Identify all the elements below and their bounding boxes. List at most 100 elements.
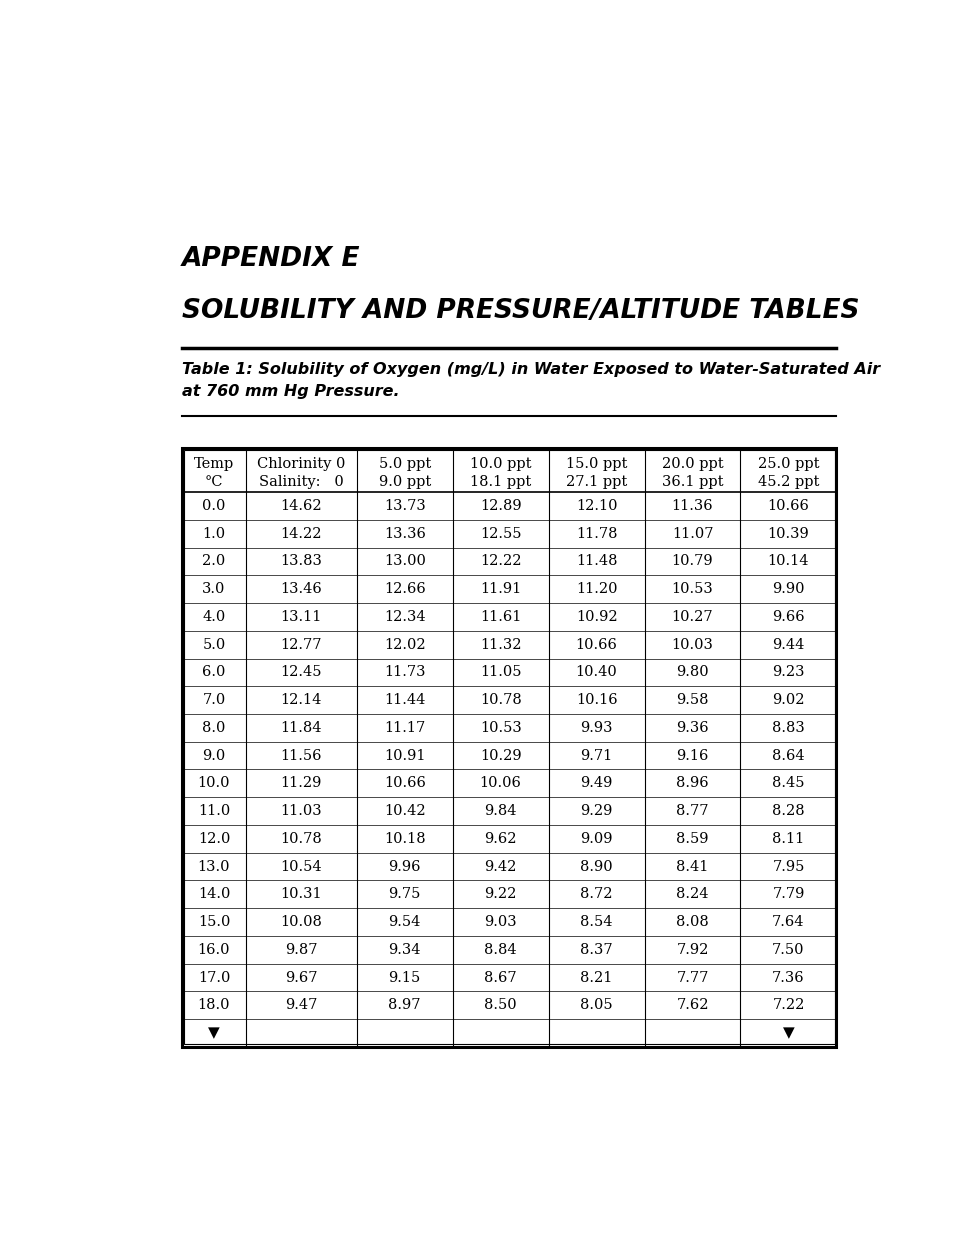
Text: 10.14: 10.14	[767, 555, 808, 568]
Text: 9.93: 9.93	[579, 721, 612, 735]
Text: 9.96: 9.96	[388, 860, 420, 873]
Text: 9.29: 9.29	[579, 804, 612, 818]
Text: 10.66: 10.66	[575, 637, 617, 652]
Text: 9.15: 9.15	[388, 971, 420, 984]
Text: 20.0 ppt: 20.0 ppt	[661, 457, 722, 472]
Text: 36.1 ppt: 36.1 ppt	[661, 475, 722, 489]
Text: 12.34: 12.34	[383, 610, 425, 624]
Text: 7.36: 7.36	[771, 971, 804, 984]
Text: 9.0: 9.0	[202, 748, 225, 763]
Text: 11.48: 11.48	[576, 555, 617, 568]
Text: 9.03: 9.03	[484, 915, 517, 929]
Text: 13.0: 13.0	[197, 860, 230, 873]
Text: 8.21: 8.21	[579, 971, 612, 984]
Text: 8.37: 8.37	[579, 942, 612, 957]
Text: 7.64: 7.64	[771, 915, 804, 929]
Text: 9.09: 9.09	[579, 832, 612, 846]
Text: 11.20: 11.20	[576, 582, 617, 597]
Text: 14.62: 14.62	[280, 499, 322, 513]
Text: Table 1: Solubility of Oxygen (mg/L) in Water Exposed to Water-Saturated Air
at : Table 1: Solubility of Oxygen (mg/L) in …	[182, 362, 880, 399]
Text: 9.44: 9.44	[772, 637, 803, 652]
Text: 8.11: 8.11	[772, 832, 803, 846]
Text: 8.59: 8.59	[676, 832, 708, 846]
Text: 10.78: 10.78	[479, 693, 521, 708]
Text: 10.66: 10.66	[767, 499, 808, 513]
Text: 11.17: 11.17	[384, 721, 425, 735]
Text: 11.61: 11.61	[479, 610, 520, 624]
Text: 18.1 ppt: 18.1 ppt	[470, 475, 531, 489]
Text: 8.90: 8.90	[579, 860, 612, 873]
Text: 11.0: 11.0	[197, 804, 230, 818]
Text: 13.83: 13.83	[280, 555, 322, 568]
Text: 10.78: 10.78	[280, 832, 322, 846]
Text: 8.08: 8.08	[676, 915, 708, 929]
Text: 11.78: 11.78	[576, 527, 617, 541]
Text: 8.24: 8.24	[676, 887, 708, 902]
Text: 10.0: 10.0	[197, 777, 230, 790]
Text: 11.44: 11.44	[384, 693, 425, 708]
Text: 8.97: 8.97	[388, 998, 420, 1013]
Text: 10.53: 10.53	[671, 582, 713, 597]
Text: 11.07: 11.07	[671, 527, 713, 541]
Text: 7.62: 7.62	[676, 998, 708, 1013]
Text: 10.03: 10.03	[671, 637, 713, 652]
Text: 9.49: 9.49	[579, 777, 612, 790]
Text: 8.54: 8.54	[579, 915, 612, 929]
Text: 9.90: 9.90	[771, 582, 804, 597]
Text: 10.18: 10.18	[383, 832, 425, 846]
Text: 1.0: 1.0	[202, 527, 225, 541]
Text: Temp: Temp	[193, 457, 233, 472]
Text: Chlorinity 0: Chlorinity 0	[256, 457, 345, 472]
Text: SOLUBILITY AND PRESSURE/ALTITUDE TABLES: SOLUBILITY AND PRESSURE/ALTITUDE TABLES	[182, 298, 859, 324]
Text: 13.00: 13.00	[383, 555, 425, 568]
Text: 8.72: 8.72	[579, 887, 612, 902]
Text: 10.06: 10.06	[479, 777, 521, 790]
Text: 7.77: 7.77	[676, 971, 708, 984]
Text: Salinity:   0: Salinity: 0	[258, 475, 343, 489]
Text: 5.0 ppt: 5.0 ppt	[378, 457, 431, 472]
Text: 13.46: 13.46	[280, 582, 322, 597]
Text: 14.22: 14.22	[280, 527, 322, 541]
Text: 11.36: 11.36	[671, 499, 713, 513]
Text: 15.0 ppt: 15.0 ppt	[565, 457, 627, 472]
Text: 11.03: 11.03	[280, 804, 322, 818]
Text: 18.0: 18.0	[197, 998, 230, 1013]
Text: 8.28: 8.28	[771, 804, 804, 818]
Text: 12.22: 12.22	[479, 555, 521, 568]
Text: 7.50: 7.50	[771, 942, 804, 957]
Text: 9.87: 9.87	[285, 942, 317, 957]
Text: 45.2 ppt: 45.2 ppt	[757, 475, 819, 489]
Text: 8.96: 8.96	[676, 777, 708, 790]
Text: 14.0: 14.0	[197, 887, 230, 902]
Text: 10.39: 10.39	[767, 527, 808, 541]
Text: 0.0: 0.0	[202, 499, 226, 513]
Text: 11.84: 11.84	[280, 721, 322, 735]
Text: 8.84: 8.84	[484, 942, 517, 957]
Text: 7.22: 7.22	[772, 998, 803, 1013]
Text: 8.05: 8.05	[579, 998, 612, 1013]
Text: 12.14: 12.14	[280, 693, 321, 708]
Text: 13.73: 13.73	[383, 499, 425, 513]
Text: 16.0: 16.0	[197, 942, 230, 957]
Text: 17.0: 17.0	[197, 971, 230, 984]
Text: 25.0 ppt: 25.0 ppt	[757, 457, 819, 472]
Text: 10.54: 10.54	[280, 860, 322, 873]
Text: 11.32: 11.32	[479, 637, 521, 652]
Text: 9.22: 9.22	[484, 887, 517, 902]
Text: 13.11: 13.11	[280, 610, 321, 624]
Text: 9.80: 9.80	[676, 666, 708, 679]
Text: 9.47: 9.47	[285, 998, 317, 1013]
Text: 10.53: 10.53	[479, 721, 521, 735]
Text: 11.91: 11.91	[479, 582, 520, 597]
Text: 10.29: 10.29	[479, 748, 521, 763]
Text: 9.23: 9.23	[771, 666, 804, 679]
Text: 8.64: 8.64	[771, 748, 804, 763]
Text: 8.0: 8.0	[202, 721, 226, 735]
Text: 12.0: 12.0	[197, 832, 230, 846]
Text: 4.0: 4.0	[202, 610, 225, 624]
Text: 7.92: 7.92	[676, 942, 708, 957]
Text: 15.0: 15.0	[197, 915, 230, 929]
Text: 10.40: 10.40	[575, 666, 617, 679]
Text: 12.89: 12.89	[479, 499, 521, 513]
Text: 9.67: 9.67	[285, 971, 317, 984]
